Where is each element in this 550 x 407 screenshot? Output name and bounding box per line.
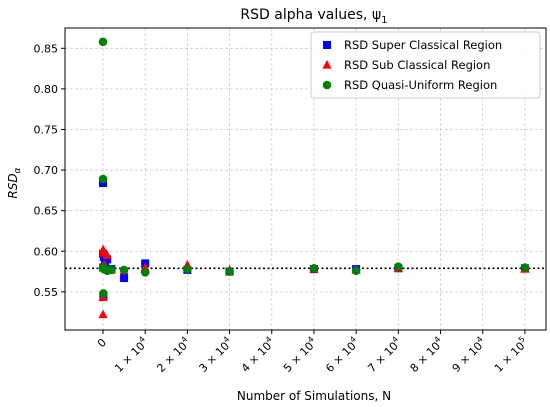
y-axis-ticks: 0.55 0.60 0.65 0.70 0.75 0.80 0.85 — [34, 42, 65, 299]
x-tick-exponent: 4 — [137, 335, 147, 345]
x-tick-exponent: 4 — [390, 335, 400, 345]
x-tick-label: 6 × 104 — [322, 335, 363, 376]
triangle-data-point — [102, 250, 112, 259]
x-tick-mantissa: 2 × 10 — [154, 340, 190, 376]
y-axis-label-subscript: α — [13, 167, 23, 173]
circle-data-point — [351, 266, 361, 276]
x-tick-mantissa: 1 × 10 — [492, 340, 528, 376]
legend-label: RSD Sub Classical Region — [344, 58, 490, 72]
x-tick-label: 1 × 105 — [490, 335, 531, 376]
x-tick-mantissa: 0 — [95, 336, 109, 350]
legend-box — [310, 31, 541, 99]
x-tick-label: 3 × 104 — [195, 335, 236, 376]
x-tick-mantissa: 1 × 10 — [112, 340, 148, 376]
x-tick-exponent: 4 — [306, 335, 316, 345]
y-tick-label: 0.80 — [34, 83, 59, 96]
x-tick-mantissa: 4 × 10 — [239, 340, 275, 376]
x-tick-exponent: 4 — [179, 335, 189, 345]
legend-label: RSD Quasi-Uniform Region — [344, 78, 497, 92]
x-tick-mantissa: 8 × 10 — [408, 340, 444, 376]
legend-label: RSD Super Classical Region — [344, 38, 502, 52]
x-tick-mantissa: 9 × 10 — [450, 340, 486, 376]
circle-data-point — [98, 174, 108, 184]
circle-data-point — [119, 265, 129, 275]
x-tick-label: 8 × 104 — [406, 335, 447, 376]
circle-data-point — [183, 264, 192, 274]
x-axis-label: Number of Simulations, N — [237, 389, 391, 403]
x-tick-label: 5 × 104 — [280, 335, 321, 376]
circle-data-point — [225, 267, 234, 276]
y-tick-label: 0.55 — [34, 286, 59, 299]
x-tick-label: 4 × 104 — [237, 335, 278, 376]
circle-data-point — [98, 37, 108, 47]
plot-frame — [64, 27, 547, 331]
x-tick-exponent: 4 — [348, 335, 358, 345]
circle-data-point — [394, 262, 403, 271]
x-tick-mantissa: 5 × 10 — [281, 340, 317, 376]
square-data-point — [103, 255, 112, 264]
x-tick-mantissa: 3 × 10 — [197, 340, 233, 376]
y-tick-label: 0.75 — [34, 123, 59, 136]
x-tick-label: 7 × 104 — [364, 335, 405, 376]
circle-data-point — [520, 263, 530, 272]
x-tick-exponent: 4 — [475, 335, 485, 345]
chart-title: RSD alpha values, ψ1 — [240, 7, 387, 26]
x-tick-label: 2 × 104 — [153, 335, 194, 376]
legend-marker — [322, 60, 332, 69]
x-tick-mantissa: 7 × 10 — [365, 340, 401, 376]
x-tick-label: 1 × 104 — [111, 335, 152, 376]
y-tick-label: 0.65 — [34, 205, 59, 218]
triangle-data-point — [98, 309, 108, 319]
y-tick-label: 0.85 — [34, 42, 59, 55]
legend-marker — [322, 80, 332, 90]
chart-title-subscript: 1 — [381, 15, 387, 26]
data-points — [98, 37, 530, 319]
square-data-point — [120, 274, 129, 283]
series-circle-points — [98, 37, 530, 298]
circle-data-point — [309, 264, 319, 273]
x-tick-mantissa: 6 × 10 — [323, 340, 359, 376]
y-axis-label-text: RSD — [6, 173, 20, 198]
circle-data-point — [99, 289, 108, 298]
legend: RSD Super Classical Region RSD Sub Classi… — [310, 31, 541, 99]
y-tick-label: 0.70 — [34, 164, 59, 177]
x-tick-exponent: 5 — [517, 335, 527, 345]
chart-title-text: RSD alpha values, ψ — [240, 7, 381, 23]
x-tick-exponent: 4 — [264, 335, 274, 345]
y-tick-label: 0.60 — [34, 245, 59, 258]
legend-marker — [323, 41, 331, 49]
y-axis-label: RSDα — [6, 167, 23, 198]
circle-data-point — [140, 268, 150, 277]
x-tick-exponent: 4 — [432, 335, 442, 345]
circle-data-point — [107, 265, 116, 275]
x-tick-label: 9 × 104 — [448, 335, 489, 376]
x-tick-exponent: 4 — [221, 335, 231, 345]
x-tick-label: 0 — [95, 336, 109, 350]
